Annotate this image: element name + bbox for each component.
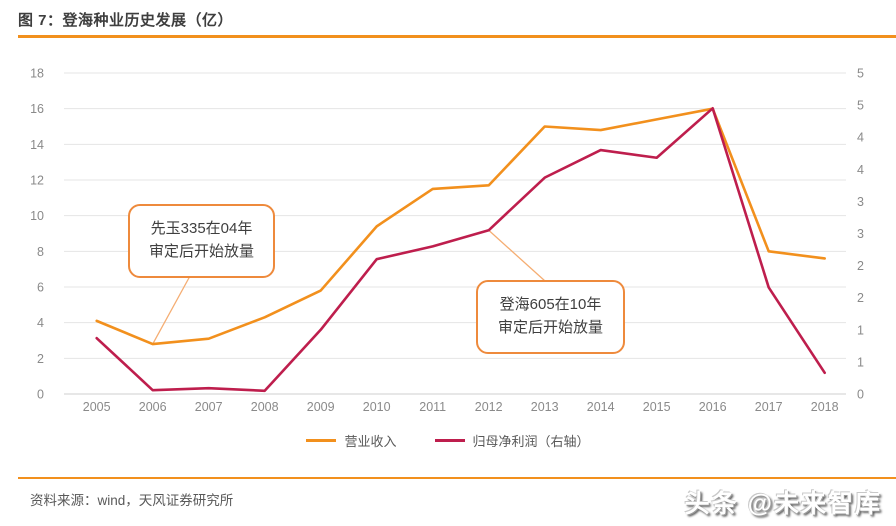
left-axis-tick-label: 2	[37, 352, 44, 366]
legend-label-revenue: 营业收入	[344, 434, 397, 449]
left-axis-tick-label: 14	[30, 138, 44, 152]
x-axis-year-label: 2017	[755, 400, 783, 414]
x-axis-year-label: 2014	[587, 400, 615, 414]
right-axis-tick-label: 4	[857, 163, 864, 177]
annotation-text-line: 审定后开始放量	[148, 243, 254, 260]
right-axis-tick-label: 5	[857, 67, 864, 81]
right-axis-tick-label: 5	[857, 99, 864, 113]
right-axis-tick-label: 3	[857, 227, 864, 241]
net-profit-line-swatch	[434, 439, 465, 442]
left-axis-tick-label: 18	[30, 67, 44, 81]
left-axis-tick-label: 0	[37, 388, 44, 402]
left-axis-tick-label: 4	[37, 316, 44, 330]
annotation-leader-line	[488, 229, 546, 282]
revenue-series-line	[95, 107, 827, 346]
x-axis-year-label: 2005	[83, 400, 111, 414]
annotation-text-line: 审定后开始放量	[497, 319, 603, 336]
legend-label-net-profit: 归母净利润（右轴）	[472, 434, 590, 449]
x-axis-year-label: 2018	[811, 400, 839, 414]
right-axis-tick-label: 4	[857, 131, 864, 145]
right-axis-tick-label: 0	[857, 388, 864, 402]
left-axis-tick-label: 16	[30, 102, 44, 116]
annotation-xianyu335-callout: 先玉335在04年 审定后开始放量	[128, 204, 275, 278]
figure-title: 图 7：登海种业历史发展（亿）	[18, 12, 234, 29]
right-axis-tick-label: 2	[857, 291, 864, 305]
left-axis-tick-label: 6	[37, 281, 44, 295]
annotation-text-line: 先玉335在04年	[150, 220, 253, 237]
x-axis-year-label: 2012	[475, 400, 503, 414]
x-axis-year-label: 2016	[699, 400, 727, 414]
right-axis-tick-label: 3	[857, 195, 864, 209]
left-axis-tick-label: 10	[30, 209, 44, 223]
x-axis-year-label: 2006	[139, 400, 167, 414]
data-source-text: 资料来源：wind，天风证券研究所	[30, 493, 234, 508]
x-axis-year-label: 2009	[307, 400, 335, 414]
toutiao-watermark: 头条 @未来智库	[684, 490, 882, 518]
right-axis-tick-label: 2	[857, 259, 864, 273]
footer-rule	[18, 477, 896, 479]
left-axis-tick-label: 8	[37, 245, 44, 259]
right-axis-tick-label: 1	[857, 323, 864, 337]
revenue-line-swatch	[306, 439, 337, 442]
legend-item-revenue: 营业收入	[306, 431, 397, 450]
annotation-text-line: 登海605在10年	[499, 296, 602, 313]
x-axis-year-label: 2010	[363, 400, 391, 414]
x-axis-year-label: 2007	[195, 400, 223, 414]
x-axis-year-label: 2015	[643, 400, 671, 414]
net-profit-series-line	[95, 107, 827, 393]
left-axis-tick-label: 12	[30, 174, 44, 188]
title-rule	[18, 35, 896, 38]
x-axis-year-label: 2013	[531, 400, 559, 414]
x-axis-year-label: 2011	[419, 400, 446, 414]
chart-legend: 营业收入 归母净利润（右轴）	[0, 431, 896, 450]
right-axis-tick-label: 1	[857, 355, 864, 369]
x-axis-year-label: 2008	[251, 400, 279, 414]
annotation-denghai605-callout: 登海605在10年 审定后开始放量	[476, 280, 625, 354]
legend-item-net-profit: 归母净利润（右轴）	[434, 431, 590, 450]
annotation-leader-line	[152, 275, 191, 345]
